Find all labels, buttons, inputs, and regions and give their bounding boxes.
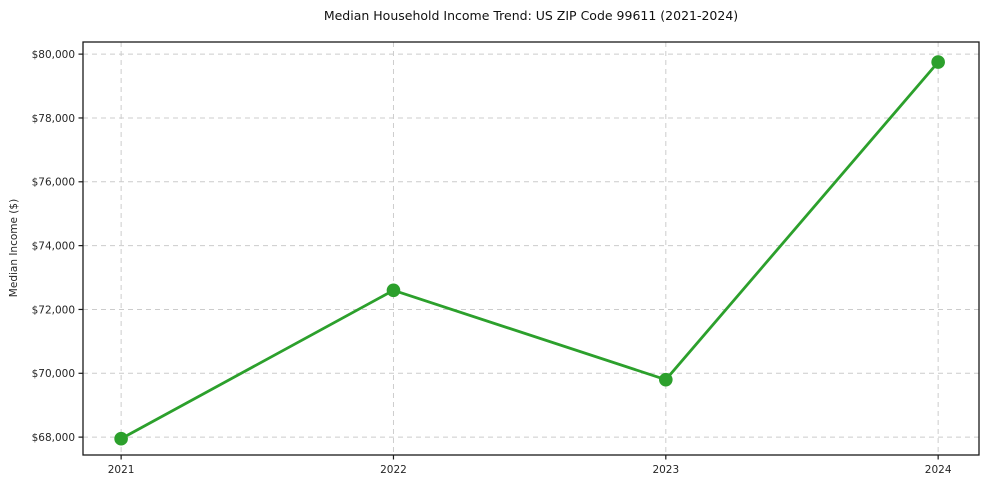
y-tick-label: $68,000 (32, 432, 75, 444)
y-tick-label: $80,000 (32, 49, 75, 61)
y-tick-label: $76,000 (32, 177, 75, 189)
x-tick-label: 2021 (108, 464, 135, 476)
x-tick-label: 2023 (652, 464, 679, 476)
y-tick-label: $78,000 (32, 113, 75, 125)
data-point-marker (386, 283, 401, 298)
data-point-marker (931, 55, 945, 69)
x-tick-label: 2024 (925, 464, 952, 476)
data-point-marker (659, 372, 673, 387)
income-trend-line (119, 60, 940, 441)
plot-border (82, 41, 980, 456)
chart-title: Median Household Income Trend: US ZIP Co… (323, 8, 739, 23)
data-point-marker (114, 431, 128, 446)
y-tick-label: $70,000 (32, 368, 75, 380)
x-tick-label: 2022 (380, 464, 407, 476)
y-tick-label: $72,000 (32, 304, 75, 316)
y-tick-label: $74,000 (32, 240, 75, 252)
